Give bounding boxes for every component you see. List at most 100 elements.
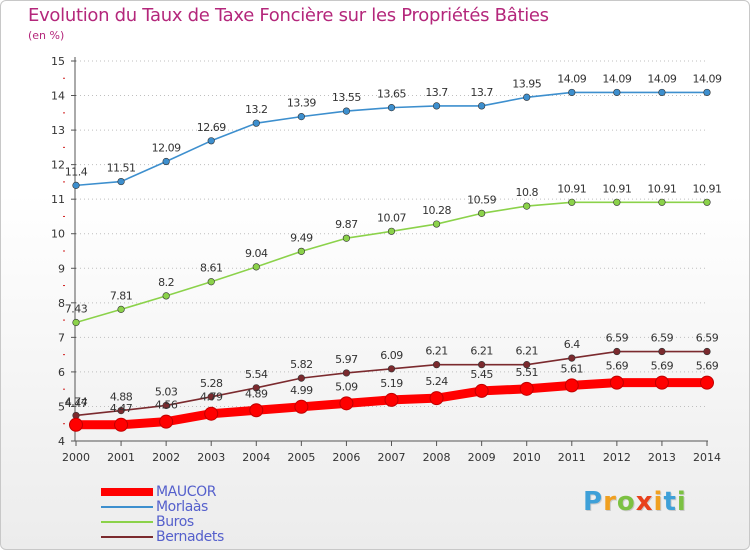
legend-label: Buros <box>156 514 194 530</box>
data-label: 5.51 <box>515 366 538 379</box>
data-point <box>432 361 441 369</box>
data-label: 5.54 <box>245 368 268 381</box>
data-point <box>654 375 669 390</box>
data-point <box>432 102 441 110</box>
y-tick-label: 4 <box>58 435 65 448</box>
data-label: 10.28 <box>422 204 451 217</box>
data-label: 5.69 <box>651 360 674 373</box>
data-label: 7.81 <box>110 289 133 302</box>
legend-label: MAUCOR <box>156 484 217 500</box>
logo-letter: i <box>653 487 664 517</box>
data-label: 5.69 <box>696 360 719 373</box>
data-point <box>387 227 396 235</box>
data-point <box>568 88 576 97</box>
x-tick-label: 2000 <box>62 451 90 464</box>
data-point <box>658 88 666 97</box>
x-tick-label: 2006 <box>332 451 360 464</box>
data-label: 14.09 <box>557 72 586 85</box>
data-label: 10.8 <box>515 186 538 199</box>
data-point <box>297 374 305 382</box>
data-point <box>297 247 305 255</box>
data-point <box>478 102 486 110</box>
data-label: 5.69 <box>606 360 629 373</box>
data-label: 10.59 <box>467 193 496 206</box>
data-point <box>387 365 396 373</box>
x-tick-label: 2010 <box>513 451 541 464</box>
data-point <box>478 361 486 369</box>
data-point <box>72 181 80 189</box>
data-point <box>609 375 624 390</box>
data-label: 6.4 <box>564 338 580 351</box>
data-label: 13.65 <box>377 88 406 101</box>
data-point <box>249 403 264 418</box>
legend-swatch <box>101 536 153 538</box>
data-point <box>703 347 711 356</box>
data-label: 5.61 <box>561 362 584 375</box>
x-tick-label: 2011 <box>558 451 586 464</box>
y-tick-label: 7 <box>58 331 65 344</box>
data-label: 9.04 <box>245 247 268 260</box>
proxiti-logo: Proxiti <box>583 487 687 517</box>
data-label: 10.91 <box>557 182 586 195</box>
data-point <box>342 234 351 242</box>
x-tick-label: 2002 <box>152 451 180 464</box>
x-tick-label: 2001 <box>107 451 135 464</box>
y-tick-label: 11 <box>51 193 65 206</box>
data-label: 13.95 <box>512 77 541 90</box>
data-point <box>252 119 260 127</box>
data-label: 14.09 <box>693 72 722 85</box>
data-label: 5.09 <box>335 380 358 393</box>
data-label: 11.51 <box>107 162 136 175</box>
data-label: 9.49 <box>290 231 313 244</box>
data-point <box>700 375 714 390</box>
data-label: 6.21 <box>425 345 448 358</box>
data-point <box>519 381 534 396</box>
data-label: 9.87 <box>335 218 358 231</box>
logo-letter: P <box>583 487 604 517</box>
data-point <box>703 88 711 97</box>
legend-swatch <box>101 488 153 496</box>
legend-swatch <box>101 521 153 523</box>
data-point <box>72 318 80 327</box>
chart-title: Evolution du Taux de Taxe Foncière sur l… <box>28 5 549 26</box>
data-point <box>703 198 711 206</box>
x-tick-label: 2003 <box>197 451 225 464</box>
y-axis-unit-label: (en %) <box>28 29 65 42</box>
x-tick-label: 2008 <box>423 451 451 464</box>
data-point <box>162 292 170 300</box>
legend-label: Bernadets <box>156 529 224 545</box>
data-label: 4.47 <box>110 402 133 415</box>
data-point <box>523 361 531 369</box>
y-tick-label: 8 <box>58 297 65 310</box>
y-tick-label: 9 <box>58 262 65 275</box>
legend-swatch <box>101 506 153 508</box>
data-point <box>207 278 215 286</box>
data-point <box>429 391 444 406</box>
data-point <box>162 157 170 166</box>
logo-letter: x <box>635 487 654 517</box>
data-point <box>297 113 305 121</box>
data-label: 10.07 <box>377 211 406 224</box>
y-tick-label: 13 <box>51 124 65 137</box>
data-point <box>339 396 354 411</box>
data-point <box>613 198 621 206</box>
data-point <box>204 406 219 421</box>
data-point <box>387 104 396 112</box>
x-tick-label: 2012 <box>603 451 631 464</box>
data-point <box>159 414 174 429</box>
data-point <box>658 198 666 206</box>
data-point <box>294 399 309 414</box>
y-tick-label: 5 <box>58 400 65 413</box>
data-label: 8.61 <box>200 262 223 275</box>
data-point <box>207 137 215 145</box>
data-label: 14.09 <box>647 72 676 85</box>
data-label: 10.91 <box>647 182 676 195</box>
data-label: 4.47 <box>65 397 88 410</box>
data-label: 11.4 <box>65 165 88 178</box>
data-label: 13.2 <box>245 103 268 116</box>
data-label: 14.09 <box>602 72 631 85</box>
data-point <box>474 383 489 398</box>
data-label: 13.55 <box>332 91 361 104</box>
